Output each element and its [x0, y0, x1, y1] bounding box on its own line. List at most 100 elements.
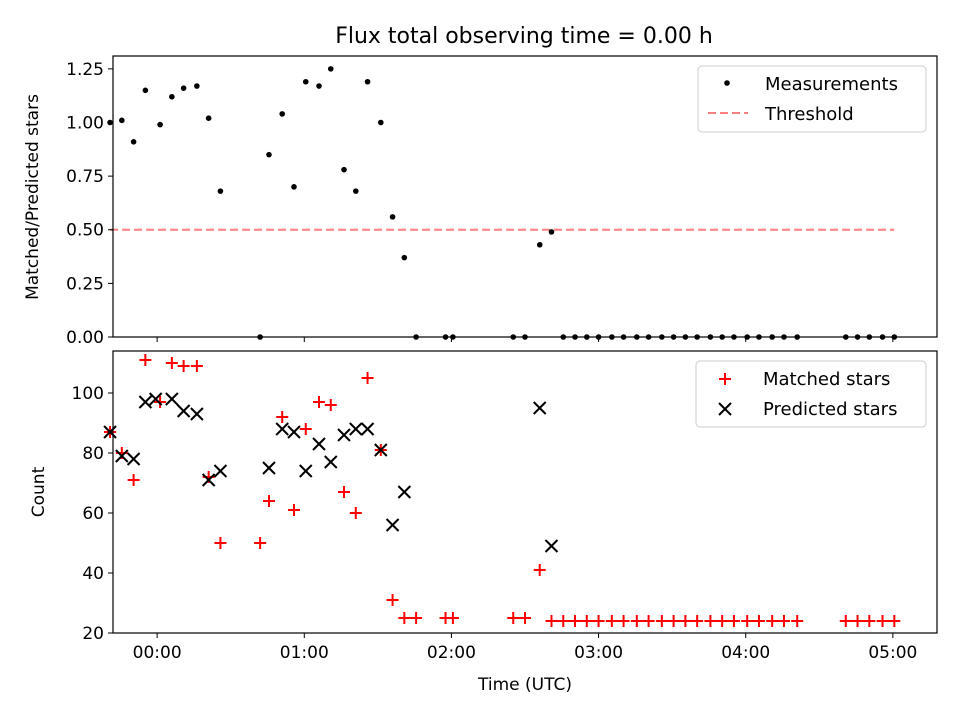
predicted-star-point — [533, 401, 547, 415]
matched-star-point — [287, 504, 300, 516]
predicted-star-point — [374, 443, 388, 457]
matched-star-point — [791, 615, 804, 627]
matched-star-point — [446, 612, 459, 624]
predicted-star-point — [213, 464, 228, 478]
top-y-ticks: 0.00 0.25 0.50 0.75 1.00 1.25 — [66, 60, 113, 348]
predicted-star-point — [544, 539, 559, 553]
predicted-star-point — [148, 392, 163, 406]
predicted-star-point — [126, 452, 141, 466]
measurement-point — [142, 87, 149, 94]
measurement-point — [316, 83, 322, 89]
bottom-x-tick-label: 04:00 — [721, 643, 770, 663]
predicted-star-point — [165, 392, 179, 406]
matched-star-point — [704, 615, 717, 627]
legend-matched-marker — [719, 373, 731, 385]
bottom-y-tick-label: 60 — [82, 504, 104, 524]
predicted-star-point — [385, 518, 400, 532]
measurement-point — [389, 214, 396, 220]
measurement-point — [302, 78, 309, 85]
top-y-tick-label: 0.25 — [66, 274, 104, 294]
matched-star-point — [741, 615, 754, 627]
legend-measurements-marker — [724, 80, 730, 86]
matched-star-point — [254, 537, 267, 549]
matched-star-point — [777, 615, 790, 627]
matched-star-point — [642, 615, 655, 627]
bottom-x-tick-label: 00:00 — [133, 643, 182, 663]
matched-star-point — [752, 615, 765, 627]
matched-star-point — [127, 474, 140, 486]
predicted-star-point — [299, 464, 313, 478]
matched-star-point — [876, 615, 889, 627]
predicted-star-point — [360, 422, 375, 436]
matched-star-point — [154, 396, 167, 408]
matched-star-point — [557, 615, 570, 627]
predicted-star-point — [287, 425, 301, 439]
matched-star-point — [533, 564, 546, 576]
matched-star-point — [766, 615, 779, 627]
matched-star-point — [655, 615, 668, 627]
top-chart-title: Flux total observing time = 0.00 h — [335, 24, 713, 49]
measurement-point — [291, 184, 297, 190]
top-x-ticks — [156, 337, 894, 342]
matched-star-point — [580, 615, 593, 627]
matched-star-point — [519, 612, 531, 624]
predicted-star-point — [337, 428, 351, 442]
matched-star-point — [839, 615, 852, 627]
measurement-point — [341, 166, 347, 173]
bottom-x-tick-label: 03:00 — [574, 643, 623, 663]
measurement-point — [327, 66, 334, 72]
matched-star-point — [630, 615, 643, 627]
matched-star-point — [691, 615, 704, 627]
bottom-x-ticks: 00:00 01:00 02:00 03:00 04:00 05:00 — [133, 633, 917, 663]
bottom-x-tick-label: 01:00 — [280, 643, 329, 663]
bottom-legend: Matched stars Predicted stars — [695, 360, 927, 428]
measurement-point — [194, 83, 200, 89]
bottom-x-tick-label: 05:00 — [868, 643, 917, 663]
matched-star-point — [190, 360, 203, 372]
bottom-legend-box — [695, 360, 927, 428]
bottom-x-tick-label: 02:00 — [427, 643, 476, 663]
measurement-point — [279, 111, 286, 117]
matched-star-point — [716, 615, 729, 627]
bottom-y-ticks: 20 40 60 80 100 — [72, 384, 113, 644]
measurement-point — [401, 254, 408, 261]
top-y-tick-label: 1.00 — [66, 113, 104, 133]
measurement-point — [205, 115, 212, 122]
predicted-star-point — [312, 437, 326, 451]
top-legend: Measurements Threshold — [697, 65, 927, 133]
matched-star-point — [398, 612, 411, 624]
matched-star-point — [667, 615, 680, 627]
measurement-point — [217, 188, 224, 194]
matched-star-point — [410, 612, 423, 624]
predicted-star-point — [275, 422, 289, 436]
measurement-point — [536, 241, 543, 248]
matched-star-point — [338, 486, 351, 498]
top-plot-area — [107, 66, 898, 340]
bottom-panel: 20 40 60 80 100 00:00 01:00 02:00 03:00 04:00 05:… — [29, 350, 938, 695]
matched-star-point — [299, 423, 312, 435]
top-y-axis-label: Matched/Predicted stars — [23, 94, 43, 300]
predicted-star-point — [176, 404, 191, 418]
predicted-star-point — [190, 407, 204, 421]
matched-star-point — [177, 360, 190, 372]
matched-star-point — [361, 372, 374, 384]
predicted-star-point — [138, 395, 153, 409]
legend-threshold-label: Threshold — [764, 104, 854, 125]
bottom-y-axis-label: Count — [29, 466, 49, 517]
matched-star-point — [507, 612, 520, 624]
predicted-star-point — [201, 473, 216, 487]
bottom-plot-area — [103, 354, 901, 627]
predicted-star-point — [397, 485, 412, 499]
matched-star-point — [727, 615, 740, 627]
legend-predicted-label: Predicted stars — [763, 399, 897, 420]
predicted-star-point — [103, 425, 117, 439]
top-panel: Flux total observing time = 0.00 h 0.000… — [23, 24, 938, 348]
predicted-star-point — [349, 422, 363, 436]
matched-star-point — [679, 615, 692, 627]
matched-star-point — [214, 537, 227, 549]
matched-star-point — [349, 507, 362, 519]
matched-star-point — [386, 594, 399, 606]
top-y-tick-label: 0.50 — [66, 221, 104, 241]
bottom-y-tick-label: 40 — [82, 564, 104, 584]
